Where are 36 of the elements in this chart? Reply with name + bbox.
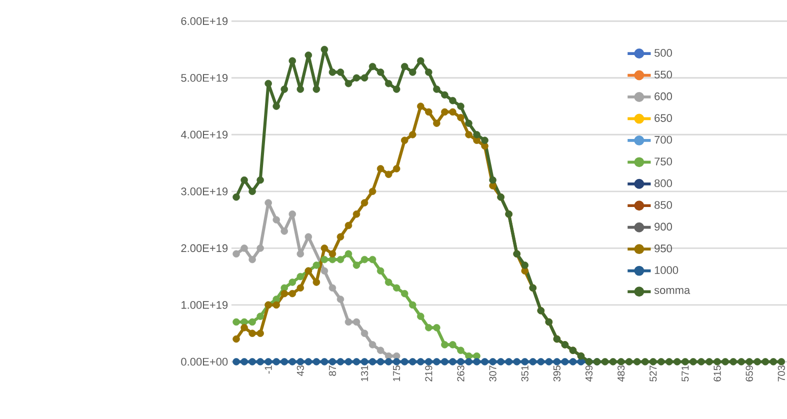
x-tick-label: 703 xyxy=(778,365,785,382)
x-tick-label: 351 xyxy=(521,365,528,382)
legend-label: 700 xyxy=(654,136,672,144)
legend-label: 750 xyxy=(654,157,672,166)
legend-label: 900 xyxy=(654,222,672,230)
x-tick-label: 659 xyxy=(746,365,753,382)
y-tick-label: 6.00E+19 xyxy=(181,17,228,25)
legend-label: 550 xyxy=(654,70,672,78)
x-tick-label: 527 xyxy=(650,365,657,382)
x-tick-label: 263 xyxy=(457,365,464,382)
y-tick-label: 3.00E+19 xyxy=(181,187,228,196)
y-tick-label: 5.00E+19 xyxy=(181,74,228,82)
x-tick-label: 43 xyxy=(296,365,304,376)
x-tick-label: 307 xyxy=(489,365,496,382)
y-tick-label: 4.00E+19 xyxy=(180,130,228,138)
legend-label: 850 xyxy=(654,200,672,209)
x-tick-label: 219 xyxy=(425,365,432,382)
x-tick-label: 87 xyxy=(328,365,336,376)
x-tick-label: -1 xyxy=(264,365,272,374)
legend-label: 600 xyxy=(654,92,672,100)
legend-label: 1000 xyxy=(654,266,678,274)
x-tick-label: 615 xyxy=(714,365,721,382)
x-tick-label: 395 xyxy=(553,365,560,382)
y-tick-label: 2.00E+19 xyxy=(181,244,228,252)
legend-label: 800 xyxy=(654,179,672,187)
legend-label: 950 xyxy=(654,244,672,252)
x-tick-label: 571 xyxy=(682,365,689,382)
x-tick-label: 483 xyxy=(618,365,625,382)
y-tick-label: 0.00E+00 xyxy=(181,358,228,366)
legend-label: 650 xyxy=(654,114,672,122)
x-tick-label: 175 xyxy=(393,365,400,381)
x-tick-label: 439 xyxy=(585,365,593,382)
y-tick-label: 1.00E+19 xyxy=(182,300,228,309)
legend-label: 500 xyxy=(654,48,672,57)
x-tick-label: 131 xyxy=(360,365,368,381)
legend-label: somma xyxy=(654,288,690,294)
